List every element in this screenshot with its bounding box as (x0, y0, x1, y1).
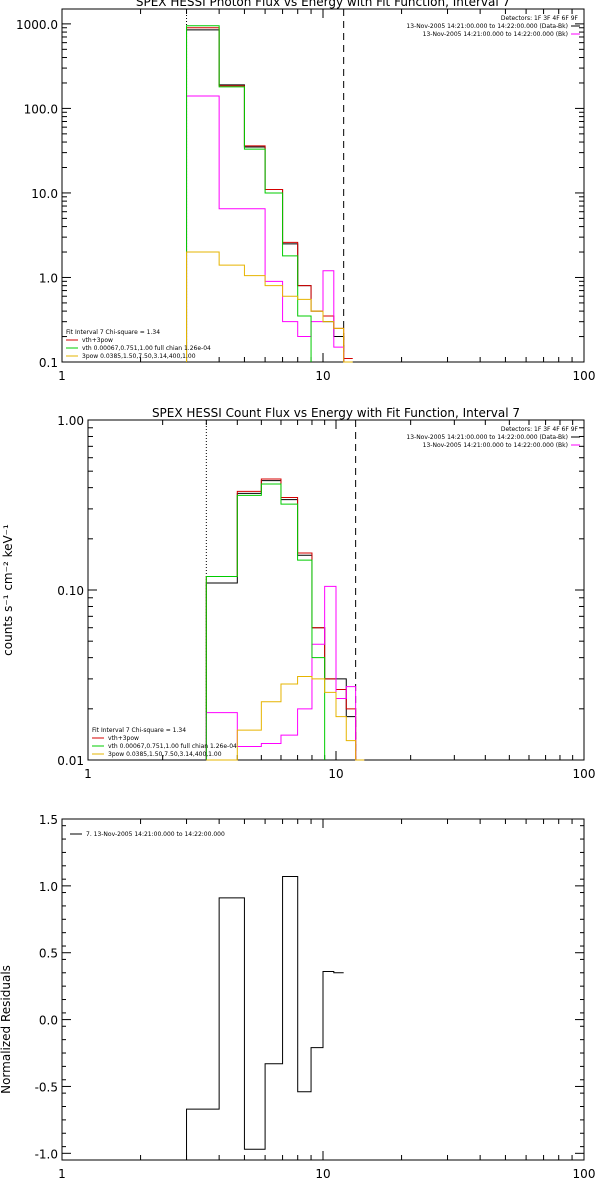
panel1-series-3 (186, 25, 312, 362)
panel2-y-tick-label: 0.10 (57, 584, 84, 598)
panel2-y-axis-label: counts s⁻¹ cm⁻² keV⁻¹ (1, 524, 15, 656)
panel2-y-tick-label: 0.01 (57, 754, 84, 768)
panel2-fit-legend-entry: vth 0.00067,0.751,1.00 full chian 1.26e-… (108, 743, 237, 750)
panel2-series-4 (206, 675, 365, 761)
panel3-series-0 (186, 876, 344, 1160)
panel2-legend-entry: 13-Nov-2005 14:21:00.000 to 14:22:00.000… (406, 434, 568, 441)
panel2-series-line (205, 480, 365, 761)
panel2-fit-legend-entry: Fit Interval 7 Chi-square = 1.34 (92, 727, 186, 734)
panel2-legend-entry: Detectors: 1F 3F 4F 6F 9F (501, 426, 579, 433)
panel2-title: SPEX HESSI Count Flux vs Energy with Fit… (152, 406, 520, 420)
panel1-series-4 (186, 251, 353, 363)
panel1-y-tick-label: 10.0 (31, 187, 58, 201)
panel3-y-tick-label: 0.5 (39, 947, 58, 961)
panel2-fit-legend-entry: vth+3pow (108, 735, 139, 742)
panel1-title: SPEX HESSI Photon Flux vs Energy with Fi… (136, 0, 510, 9)
panel2-x-tick-label: 100 (573, 767, 596, 781)
panel2-series-line (205, 585, 357, 760)
panel3-y-tick-label: -0.5 (35, 1080, 58, 1094)
panel2-fit-legend-entry: 3pow 0.0385,1.50,7.50,3.14,400,1.00 (108, 751, 222, 758)
panel1-x-tick-label: 100 (573, 369, 596, 383)
panel1-series-0 (186, 29, 353, 363)
panel1-x-tick-label: 10 (315, 369, 330, 383)
panel3-y-axis-label: Normalized Residuals (0, 965, 13, 1094)
panel1-y-tick-label: 1000.0 (16, 18, 58, 32)
panel2-series-2 (205, 585, 357, 760)
panel1-y-tick-label: 0.1 (39, 356, 58, 370)
panel3-legend-entry: 7. 13-Nov-2005 14:21:00.000 to 14:22:00.… (86, 831, 225, 838)
panel2-series-line (205, 478, 365, 761)
panel1-series-line (186, 251, 353, 363)
panel2-series-line (205, 483, 326, 760)
panel1-series-line (186, 95, 345, 362)
panel1-series-1 (186, 27, 353, 362)
panel2-series-3 (205, 483, 326, 760)
panel1-legend-entry: 13-Nov-2005 14:21:00.000 to 14:22:00.000… (423, 31, 568, 38)
panel1-legend-entry: Detectors: 1F 3F 4F 6F 9F (501, 15, 579, 22)
panel3-y-tick-label: 0.0 (39, 1014, 58, 1028)
panel3-x-tick-label: 1 (58, 1167, 66, 1181)
panel1-legend-entry: 13-Nov-2005 14:21:00.000 to 14:22:00.000… (406, 23, 568, 30)
panel1-series-line (186, 27, 353, 362)
panel2-series-1 (205, 478, 365, 761)
panel3-x-tick-label: 100 (573, 1167, 596, 1181)
panel3-y-tick-label: -1.0 (35, 1147, 58, 1161)
panel2-series-line (206, 675, 365, 761)
panel1-y-tick-label: 1.0 (39, 271, 58, 285)
panel2-legend-entry: 13-Nov-2005 14:21:00.000 to 14:22:00.000… (423, 442, 568, 449)
panel1-fit-legend-entry: vth 0.00067,0.751,1.00 full chian 1.26e-… (82, 345, 211, 352)
panel1-series-2 (186, 95, 345, 362)
panel1-y-tick-label: 100.0 (24, 102, 58, 116)
panel1-series-line (186, 29, 353, 363)
panel3-x-tick-label: 10 (315, 1167, 330, 1181)
panel2-x-tick-label: 1 (84, 767, 92, 781)
panel2-y-tick-label: 1.00 (57, 414, 84, 428)
panel1-x-tick-label: 1 (58, 369, 66, 383)
panel3-series-line (186, 876, 344, 1160)
panel1-fit-legend-entry: vth+3pow (82, 337, 113, 344)
panel3-y-tick-label: 1.0 (39, 880, 58, 894)
panel1-fit-legend-entry: Fit Interval 7 Chi-square = 1.34 (66, 329, 160, 336)
panel2-x-tick-label: 10 (328, 767, 343, 781)
panel1-fit-legend-entry: 3pow 0.0385,1.50,7.50,3.14,400,1.00 (82, 353, 196, 360)
panel1-series-line (186, 25, 312, 362)
panel3-y-tick-label: 1.5 (39, 813, 58, 827)
panel2-series-0 (205, 480, 365, 761)
